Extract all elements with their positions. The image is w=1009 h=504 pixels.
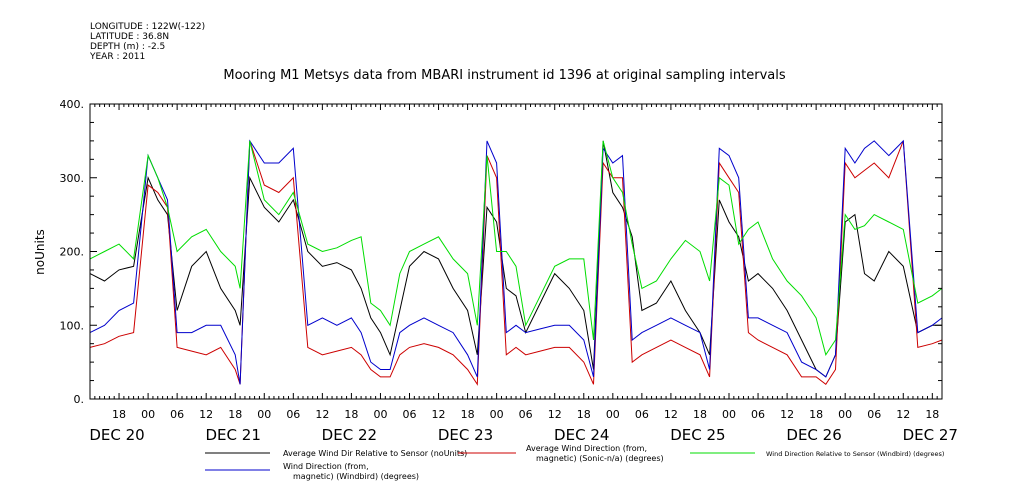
x-date-label: DEC 25 <box>670 426 725 444</box>
x-date-label: DEC 23 <box>438 426 493 444</box>
x-hour-label: 12 <box>896 408 910 421</box>
x-hour-label: 00 <box>373 408 387 421</box>
x-hour-label: 12 <box>432 408 446 421</box>
y-tick-label: 200. <box>60 246 85 259</box>
x-date-label: DEC 20 <box>89 426 144 444</box>
x-hour-label: 06 <box>635 408 649 421</box>
x-date-label: DEC 24 <box>554 426 609 444</box>
meta-longitude: LONGITUDE : 122W(-122) <box>90 22 206 32</box>
plot-frame <box>89 103 943 400</box>
x-hour-label: 18 <box>693 408 707 421</box>
x-hour-label: 00 <box>141 408 155 421</box>
x-hour-label: 00 <box>838 408 852 421</box>
x-hour-label: 00 <box>257 408 271 421</box>
series-line-2 <box>89 139 943 385</box>
x-date-label: DEC 21 <box>206 426 261 444</box>
x-hour-label: 06 <box>867 408 881 421</box>
metadata-block: LONGITUDE : 122W(-122) LATITUDE : 36.8N … <box>90 22 205 62</box>
x-hour-label: 06 <box>519 408 533 421</box>
x-date-label: DEC 22 <box>322 426 377 444</box>
series-line-1 <box>89 140 943 386</box>
y-axis-label: noUnits <box>33 229 47 275</box>
y-tick-label: 300. <box>60 172 85 185</box>
meta-depth: DEPTH (m) : -2.5 <box>90 42 166 52</box>
x-hour-label: 18 <box>112 408 126 421</box>
x-hour-label: 06 <box>170 408 184 421</box>
x-hour-label: 12 <box>315 408 329 421</box>
series-line-0 <box>89 140 942 378</box>
meta-year: YEAR : 2011 <box>90 52 146 62</box>
x-hour-label: 12 <box>780 408 794 421</box>
x-hour-label: 18 <box>344 408 358 421</box>
x-hour-label: 18 <box>809 408 823 421</box>
x-hour-label: 18 <box>925 408 939 421</box>
x-hour-label: 18 <box>228 408 242 421</box>
x-hour-label: 12 <box>548 408 562 421</box>
x-hour-label: 12 <box>199 408 213 421</box>
legend-label: Wind Direction Relative to Sensor (Windb… <box>766 450 944 458</box>
series-line-3 <box>89 140 943 357</box>
x-hour-label: 06 <box>286 408 300 421</box>
y-tick-label: 0. <box>74 393 85 406</box>
x-hour-label: 00 <box>722 408 736 421</box>
legend-label: Average Wind Direction (from, <box>526 444 647 453</box>
x-hour-label: 12 <box>664 408 678 421</box>
x-hour-label: 18 <box>577 408 591 421</box>
y-tick-label: 400. <box>60 98 85 111</box>
meta-latitude: LATITUDE : 36.8N <box>90 32 170 42</box>
legend-label: Average Wind Dir Relative to Sensor (noU… <box>283 449 467 458</box>
legend: Average Wind Dir Relative to Sensor (noU… <box>205 444 944 481</box>
plot-lines <box>89 139 943 386</box>
x-hour-label: 06 <box>403 408 417 421</box>
legend-label: Wind Direction (from, <box>283 462 369 471</box>
x-hour-label: 00 <box>490 408 504 421</box>
chart-title: Mooring M1 Metsys data from MBARI instru… <box>223 68 786 83</box>
axes: 0. 100. 200. 300. 400. 18 00 06 12 18 00 06 12 18 00 06… <box>60 98 958 444</box>
legend-label: magnetic) (Sonic-n/a) (degrees) <box>536 454 664 463</box>
x-hour-label: 18 <box>461 408 475 421</box>
x-hour-label: 00 <box>606 408 620 421</box>
x-date-label: DEC 26 <box>786 426 841 444</box>
x-date-label: DEC 27 <box>903 426 958 444</box>
legend-label: magnetic) (Windbird) (degrees) <box>293 472 419 481</box>
x-hour-label: 06 <box>751 408 765 421</box>
y-tick-label: 100. <box>60 319 85 332</box>
